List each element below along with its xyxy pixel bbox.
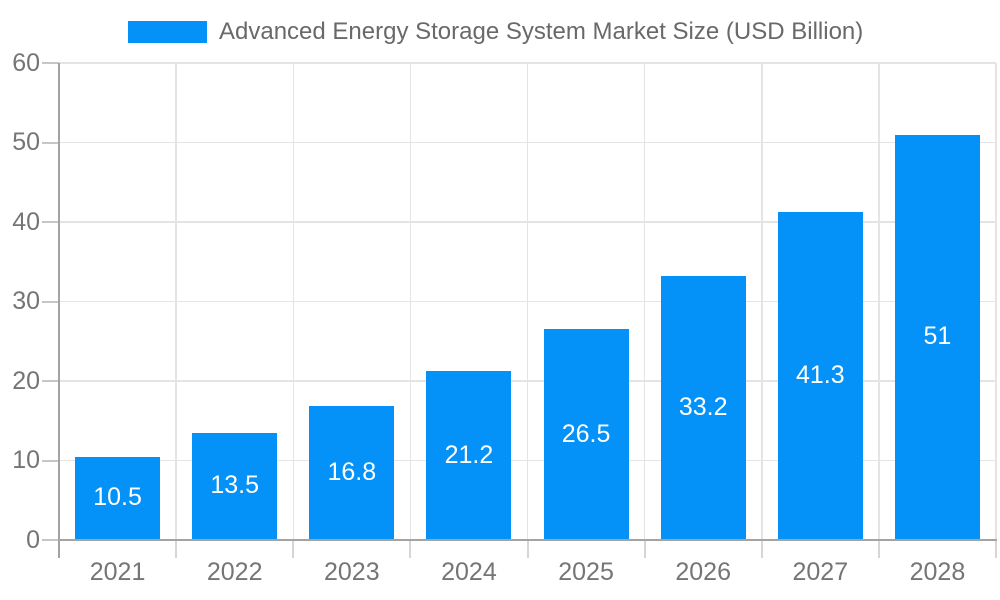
y-axis-tick	[42, 221, 59, 223]
bar-2026	[660, 276, 746, 540]
value-label-2025: 26.5	[561, 419, 611, 448]
value-label-2021: 10.5	[93, 483, 142, 512]
gridline-vertical	[526, 63, 529, 540]
gridline-vertical	[995, 63, 997, 540]
x-axis-tick	[292, 540, 295, 558]
value-label-2026: 33.2	[678, 393, 728, 422]
value-label-2024: 21.2	[444, 440, 494, 469]
x-axis-tick	[409, 540, 412, 558]
legend-label: Advanced Energy Storage System Market Si…	[219, 18, 864, 45]
y-axis-label: 0	[26, 525, 40, 554]
bar-2028	[894, 134, 980, 540]
y-axis-label: 40	[12, 207, 40, 236]
value-label-2022: 13.5	[210, 471, 260, 500]
y-axis-label: 30	[12, 287, 40, 315]
y-axis-tick	[42, 141, 59, 144]
gridline-vertical	[292, 63, 294, 540]
bar-2022	[192, 432, 278, 540]
value-label-2023: 16.8	[327, 458, 377, 487]
gridline-vertical	[643, 63, 646, 540]
value-label-2027: 41.3	[795, 360, 845, 389]
bar-2023	[309, 406, 395, 540]
bar-2025	[543, 329, 629, 540]
x-axis-label-2024: 2024	[441, 558, 497, 586]
x-axis-line	[58, 539, 997, 541]
legend-swatch	[128, 21, 207, 43]
y-axis-tick	[42, 539, 59, 541]
x-axis-tick	[760, 540, 763, 558]
value-label-2028: 51	[923, 322, 952, 351]
y-axis-line	[58, 63, 60, 558]
x-axis-label-2028: 2028	[909, 558, 966, 586]
bar-2024	[426, 371, 512, 540]
gridline-vertical	[878, 63, 880, 540]
bar-2027	[777, 211, 863, 540]
x-axis-tick	[877, 540, 880, 558]
y-axis-label: 20	[12, 366, 40, 395]
gridline-vertical	[175, 63, 177, 540]
y-axis-label: 50	[12, 128, 40, 156]
legend: Advanced Energy Storage System Market Si…	[128, 18, 864, 45]
x-axis-label-2027: 2027	[792, 558, 849, 586]
x-axis-label-2023: 2023	[324, 558, 380, 586]
x-axis-label-2022: 2022	[206, 558, 263, 586]
y-axis-label: 10	[12, 446, 40, 474]
y-axis-tick	[42, 62, 59, 64]
x-axis-tick	[526, 540, 529, 558]
bar-2021	[75, 456, 161, 540]
x-axis-tick	[643, 540, 646, 558]
x-axis-tick	[995, 540, 997, 558]
y-axis-label: 60	[12, 48, 40, 77]
x-axis-label-2026: 2026	[675, 558, 731, 586]
y-axis-tick	[42, 300, 59, 303]
y-axis-tick	[42, 380, 59, 382]
x-axis-tick	[175, 540, 178, 558]
gridline-vertical	[761, 63, 763, 540]
x-axis-label-2021: 2021	[89, 558, 146, 586]
y-axis-tick	[42, 459, 59, 462]
gridline-vertical	[409, 63, 412, 540]
x-axis-label-2025: 2025	[558, 558, 614, 586]
